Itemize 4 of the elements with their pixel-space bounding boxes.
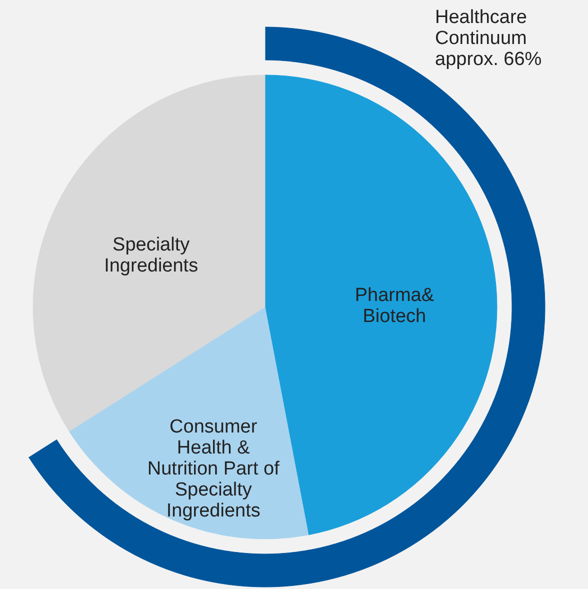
slice-label: Pharma& Biotech bbox=[354, 284, 434, 327]
text: Healthcare Continuum approx. 66% bbox=[435, 7, 542, 70]
slice-label: Consumer Health & Nutrition Part of Specialty Ingredients bbox=[147, 416, 280, 522]
slice-label: Specialty Ingredients bbox=[104, 234, 198, 276]
